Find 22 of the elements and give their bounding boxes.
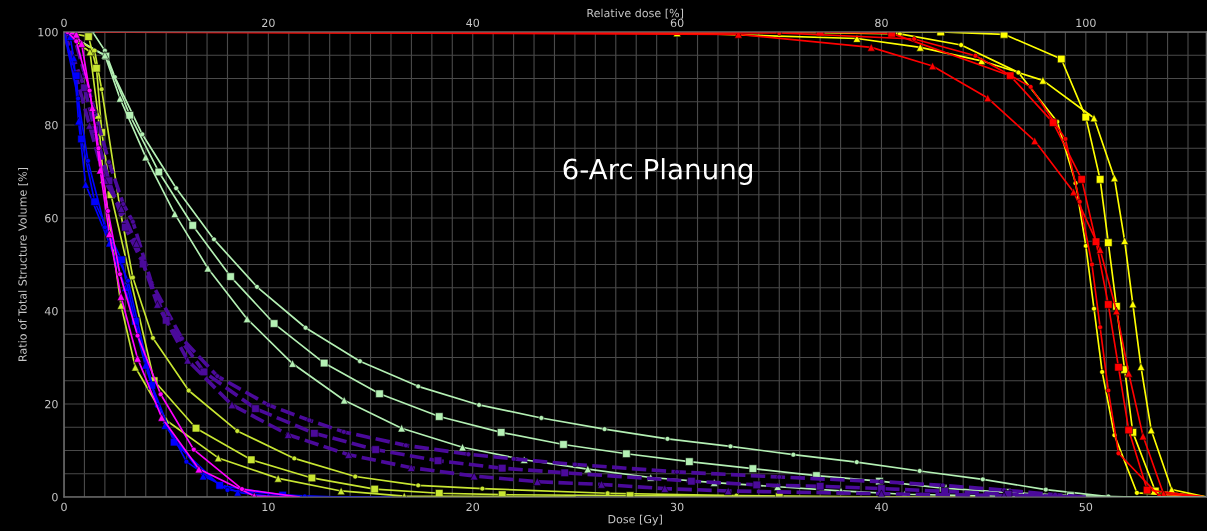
x-tick-label: 0 bbox=[61, 502, 67, 512]
x-tick-label: 50 bbox=[1079, 502, 1093, 512]
x-tick-label: 30 bbox=[670, 502, 684, 512]
x2-tick-label: 0 bbox=[61, 18, 67, 28]
x2-axis-title: Relative dose [%] bbox=[587, 8, 684, 19]
x2-tick-label: 40 bbox=[466, 18, 480, 28]
x2-tick-label: 80 bbox=[875, 18, 888, 28]
x-tick-label: 10 bbox=[262, 502, 275, 512]
x2-tick-label: 100 bbox=[1076, 18, 1096, 28]
x2-tick-label: 60 bbox=[670, 18, 684, 28]
y-tick-label: 80 bbox=[45, 120, 58, 130]
y-tick-label: 60 bbox=[45, 213, 58, 223]
x-tick-label: 20 bbox=[466, 502, 480, 512]
y-axis-title: Ratio of Total Structure Volume [%] bbox=[18, 167, 29, 361]
y-tick-label: 40 bbox=[44, 306, 58, 316]
annotation: 6-Arc Planung bbox=[563, 158, 752, 185]
y-tick-label: 100 bbox=[38, 27, 58, 37]
y-tick-label: 0 bbox=[52, 492, 58, 502]
x-axis-title: Dose [Gy] bbox=[608, 514, 662, 526]
x-tick-label: 40 bbox=[874, 502, 888, 512]
x2-tick-label: 20 bbox=[262, 18, 275, 28]
y-tick-label: 20 bbox=[45, 399, 58, 409]
